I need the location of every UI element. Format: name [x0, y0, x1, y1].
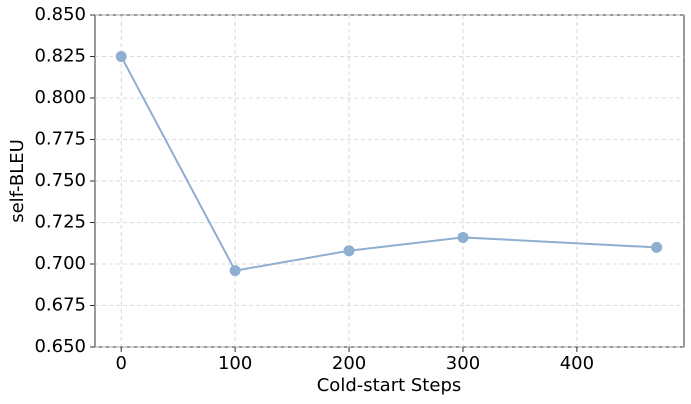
x-tick-label: 400	[560, 353, 594, 374]
y-tick-label: 0.825	[34, 46, 86, 67]
y-tick-label: 0.650	[34, 336, 86, 357]
x-tick-label: 0	[115, 353, 126, 374]
point	[651, 241, 663, 253]
y-tick-label: 0.725	[34, 212, 86, 233]
point	[115, 51, 127, 62]
y-axis-label: self-BLEU	[7, 139, 28, 223]
line	[120, 56, 657, 272]
y-tick-label: 0.850	[34, 4, 86, 25]
y-tick-label: 0.750	[34, 170, 86, 191]
x-tick-label: 200	[332, 353, 366, 374]
point	[343, 245, 355, 257]
y-tick-label: 0.675	[34, 295, 86, 316]
y-tick-label: 0.700	[34, 253, 86, 274]
x-tick-label: 100	[218, 353, 252, 374]
y-tick-label: 0.775	[34, 129, 86, 150]
x-axis-label: Cold-start Steps	[317, 375, 462, 396]
point	[457, 231, 469, 243]
point	[229, 265, 241, 277]
y-tick-label: 0.800	[34, 87, 86, 108]
x-tick-label: 300	[446, 353, 480, 374]
